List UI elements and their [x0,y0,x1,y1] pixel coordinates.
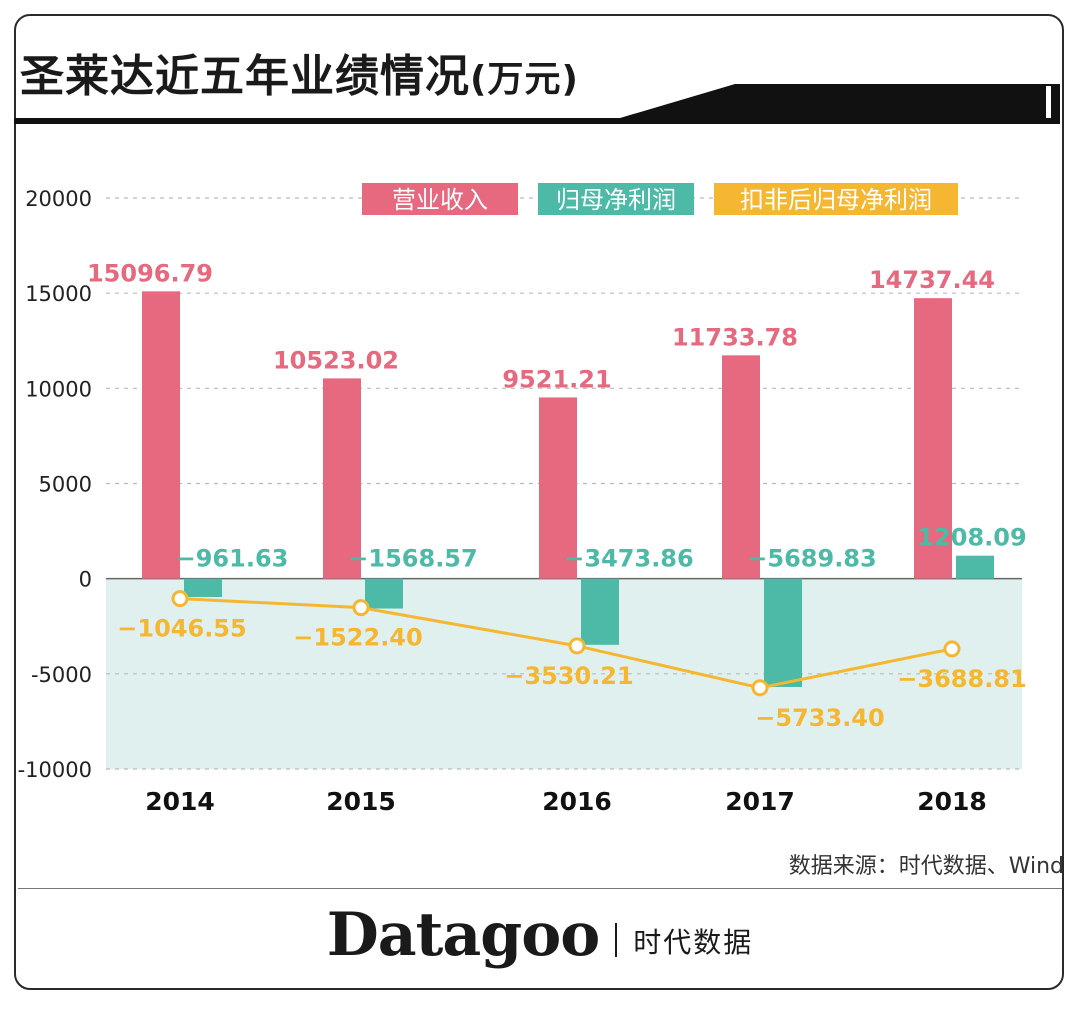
y-tick-label: 0 [79,568,92,592]
legend-label: 归母净利润 [556,186,676,214]
net-profit-data-label: −1568.57 [348,545,477,573]
brand-separator [615,923,618,957]
revenue-bar [142,291,180,579]
net-profit-data-label: −961.63 [176,545,289,573]
adj-net-profit-point [568,637,586,655]
legend-swatch [362,183,518,215]
revenue-data-label: 15096.79 [87,259,213,287]
brand-cn: 时代数据 [633,926,754,959]
legend-label: 扣非后归母净利润 [740,186,932,214]
revenue-data-label: 14737.44 [869,266,995,294]
y-tick-label: 20000 [25,187,92,211]
adj-net-profit-data-label: −3530.21 [504,662,633,690]
title-unit: (万元) [470,59,579,100]
y-tick-label: -5000 [31,663,92,687]
x-tick-label: 2014 [145,787,215,816]
legend-swatch [714,183,958,215]
x-tick-label: 2018 [917,787,987,816]
revenue-bar [323,378,361,579]
y-tick-label: 5000 [39,473,92,497]
brand: Datagoo 时代数据 [0,895,1080,975]
header-bar [14,84,1060,124]
adj-net-profit-data-label: −1522.40 [293,624,422,652]
brand-logo-text: Datagoo [326,900,600,970]
net-profit-data-label: −3473.86 [564,545,693,573]
adj-net-profit-point [171,590,189,608]
title-text: 圣莱达近五年业绩情况 [20,51,470,102]
legend-swatch [538,183,694,215]
revenue-data-label: 10523.02 [273,346,399,374]
adj-net-profit-point [751,679,769,697]
net-profit-bar [581,578,619,645]
revenue-bar [914,298,952,579]
revenue-bar [722,355,760,579]
x-tick-label: 2017 [725,787,795,816]
data-source: 数据来源：时代数据、Wind [788,854,1064,879]
adj-net-profit-point [943,640,961,658]
adj-net-profit-data-label: −3688.81 [897,665,1026,693]
y-tick-label: -10000 [18,758,92,782]
x-tick-label: 2015 [326,787,396,816]
net-profit-bar [956,555,994,579]
revenue-bar [539,397,577,579]
adj-net-profit-point [352,599,370,617]
x-tick-label: 2016 [542,787,612,816]
net-profit-bar [184,578,222,597]
adj-net-profit-data-label: −5733.40 [755,704,884,732]
footer-divider [18,888,1062,889]
y-tick-label: 10000 [25,377,92,401]
net-profit-bar [764,578,802,687]
header-bar-notch [1046,86,1051,118]
revenue-data-label: 9521.21 [502,365,611,393]
net-profit-data-label: 1208.09 [917,524,1026,552]
adj-net-profit-data-label: −1046.55 [117,615,246,643]
net-profit-bar [365,578,403,609]
chart-title: 圣莱达近五年业绩情况(万元) [20,40,579,104]
negative-band [106,578,1022,769]
legend-label: 营业收入 [392,186,488,214]
revenue-data-label: 11733.78 [672,323,798,351]
net-profit-data-label: −5689.83 [747,545,876,573]
y-tick-label: 15000 [25,282,92,306]
